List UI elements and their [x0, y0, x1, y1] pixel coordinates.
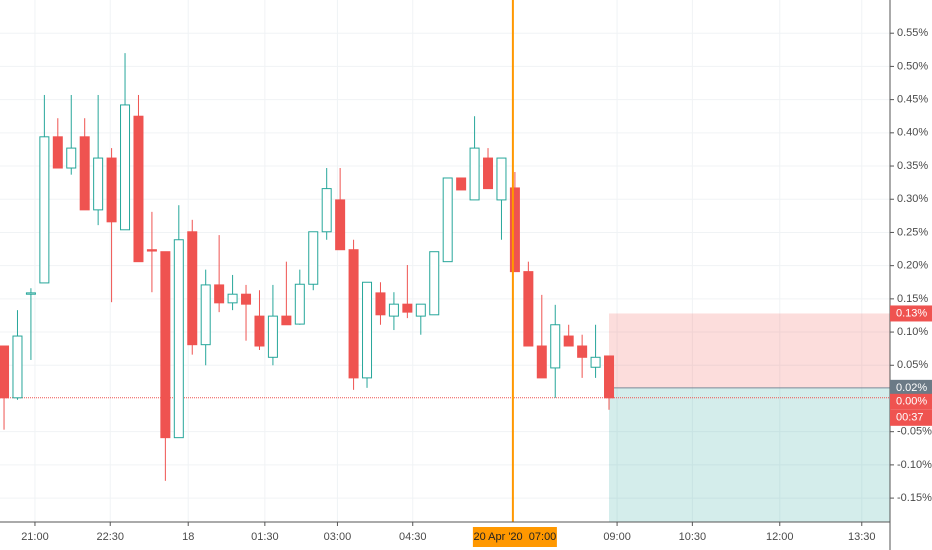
countdown: 00:37 — [896, 412, 924, 424]
x-tick-label: 04:30 — [399, 531, 427, 543]
candle-body — [79, 136, 90, 211]
candle-body — [456, 177, 467, 191]
price-label: 0.13% — [896, 307, 927, 319]
candle-body — [469, 147, 480, 201]
y-tick-label: 0.55% — [897, 27, 928, 39]
candle-body — [590, 356, 601, 368]
candle-body — [509, 187, 520, 273]
x-tick-label: 09:00 — [603, 531, 631, 543]
price-label: 0.02% — [896, 382, 927, 394]
candle-body — [550, 324, 561, 369]
y-tick-label: 0.45% — [897, 94, 928, 106]
candle-body — [133, 115, 144, 263]
price-label-bg — [890, 379, 932, 396]
candle-body — [604, 355, 615, 399]
candle-body — [335, 199, 346, 251]
candle-body — [281, 315, 292, 326]
y-tick-label: 0.20% — [897, 260, 928, 272]
candle-body — [52, 136, 63, 169]
candle-body — [442, 177, 453, 263]
y-tick-label: 0.30% — [897, 193, 928, 205]
candle-body — [348, 249, 359, 379]
candle-body — [321, 188, 332, 233]
y-tick-label: 0.05% — [897, 359, 928, 371]
x-tick-label: 22:30 — [96, 531, 124, 543]
candle-body — [388, 303, 399, 317]
y-tick-label: 0.25% — [897, 226, 928, 238]
candle-body — [267, 315, 278, 358]
candle-body — [523, 271, 534, 347]
candle-body — [536, 345, 547, 379]
candle-body — [187, 231, 198, 346]
candle-body — [93, 157, 104, 211]
candle-body — [241, 293, 252, 305]
y-tick-label: -0.05% — [897, 426, 932, 438]
candle-body — [308, 231, 319, 285]
candle-body — [106, 157, 117, 223]
y-tick-label: 0.15% — [897, 293, 928, 305]
price-label-bg — [890, 393, 932, 410]
candle-body — [146, 249, 157, 252]
time-axis — [0, 522, 890, 550]
candle-body — [0, 345, 10, 399]
candle-body — [254, 315, 265, 347]
candle-body — [563, 335, 574, 347]
y-tick-label: 0.50% — [897, 60, 928, 72]
candle-body — [496, 157, 507, 201]
candle-body — [415, 303, 426, 317]
candle-body — [160, 251, 171, 439]
candle-body — [429, 251, 440, 316]
countdown-bg — [890, 409, 932, 426]
candle-body — [577, 345, 588, 358]
y-tick-label: 0.40% — [897, 127, 928, 139]
y-tick-label: -0.15% — [897, 492, 932, 504]
candle-body — [120, 104, 131, 231]
x-tick-label: 21:00 — [21, 531, 49, 543]
candle-body — [173, 239, 184, 439]
crosshair-label: 20 Apr '20 07:00 — [473, 531, 556, 543]
candle-body — [294, 283, 305, 325]
candle-body — [200, 284, 211, 346]
candle-body — [66, 147, 77, 169]
x-tick-label: 13:30 — [848, 531, 876, 543]
x-tick-label: 01:30 — [251, 531, 279, 543]
candle-body — [227, 293, 238, 304]
candle-body — [214, 284, 225, 304]
x-tick-label: 03:00 — [324, 531, 352, 543]
candle-body — [39, 136, 50, 284]
x-tick-label: 12:00 — [766, 531, 794, 543]
price-label: 0.00% — [896, 396, 927, 408]
price-axis — [890, 0, 932, 550]
candle-body — [362, 281, 373, 379]
target-zone — [609, 387, 890, 522]
price-label-bg — [890, 305, 932, 322]
candle-body — [483, 157, 494, 190]
crosshair-label-bg — [472, 527, 557, 547]
stop-zone — [609, 313, 890, 388]
x-tick-label: 10:30 — [679, 531, 707, 543]
candle-body — [402, 303, 413, 313]
y-tick-label: 0.10% — [897, 326, 928, 338]
candle-body — [25, 292, 36, 295]
y-tick-label: 0.35% — [897, 160, 928, 172]
y-tick-label: -0.10% — [897, 459, 932, 471]
x-tick-label: 18 — [182, 531, 194, 543]
candle-body — [375, 292, 386, 316]
candle-body — [12, 335, 23, 399]
